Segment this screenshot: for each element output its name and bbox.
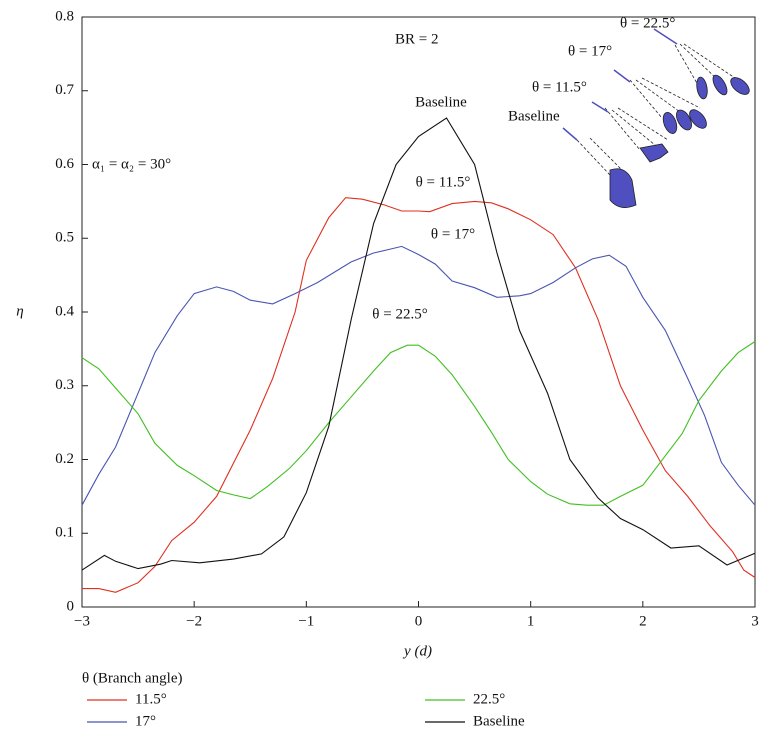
y-tick-label: 0.7 bbox=[55, 82, 74, 98]
inset-label: Baseline bbox=[508, 108, 560, 124]
y-tick-label: 0.2 bbox=[55, 451, 74, 467]
x-tick-label: −3 bbox=[74, 613, 90, 629]
y-tick-label: 0.5 bbox=[55, 230, 74, 246]
y-tick-label: 0.1 bbox=[55, 525, 74, 541]
annotation: BR = 2 bbox=[395, 31, 438, 47]
inset-label: θ = 22.5° bbox=[620, 15, 675, 31]
annotation: α₁ = α₂ = 30° bbox=[92, 156, 171, 172]
series-line bbox=[81, 245, 756, 506]
y-axis-label: η bbox=[16, 303, 23, 319]
legend-label: Baseline bbox=[473, 713, 525, 729]
series-line bbox=[81, 117, 756, 571]
series-line bbox=[81, 341, 756, 506]
legend-label: 17° bbox=[135, 713, 156, 729]
inset-label: θ = 17° bbox=[568, 43, 612, 59]
y-tick-label: 0.6 bbox=[55, 156, 74, 172]
y-tick-label: 0.8 bbox=[55, 8, 74, 24]
y-tick-label: 0.4 bbox=[55, 303, 74, 319]
inset-diagram bbox=[562, 28, 750, 208]
annotation: θ = 11.5° bbox=[416, 174, 471, 190]
legend-label: 11.5° bbox=[135, 691, 167, 707]
annotation: Baseline bbox=[415, 94, 467, 110]
annotation: θ = 22.5° bbox=[372, 306, 427, 322]
x-axis-label: y (d) bbox=[402, 643, 432, 659]
inset-label: θ = 11.5° bbox=[532, 79, 587, 95]
x-tick-label: 2 bbox=[639, 613, 647, 629]
x-tick-label: −1 bbox=[298, 613, 314, 629]
legend-title: θ (Branch angle) bbox=[82, 670, 182, 686]
x-tick-label: 0 bbox=[415, 613, 423, 629]
x-tick-label: −2 bbox=[186, 613, 202, 629]
legend-label: 22.5° bbox=[473, 691, 505, 707]
y-tick-label: 0.3 bbox=[55, 377, 74, 393]
annotation: θ = 17° bbox=[431, 226, 475, 242]
y-tick-label: 0 bbox=[67, 598, 75, 614]
series-line bbox=[82, 197, 756, 593]
x-tick-label: 3 bbox=[751, 613, 759, 629]
x-tick-label: 1 bbox=[527, 613, 535, 629]
